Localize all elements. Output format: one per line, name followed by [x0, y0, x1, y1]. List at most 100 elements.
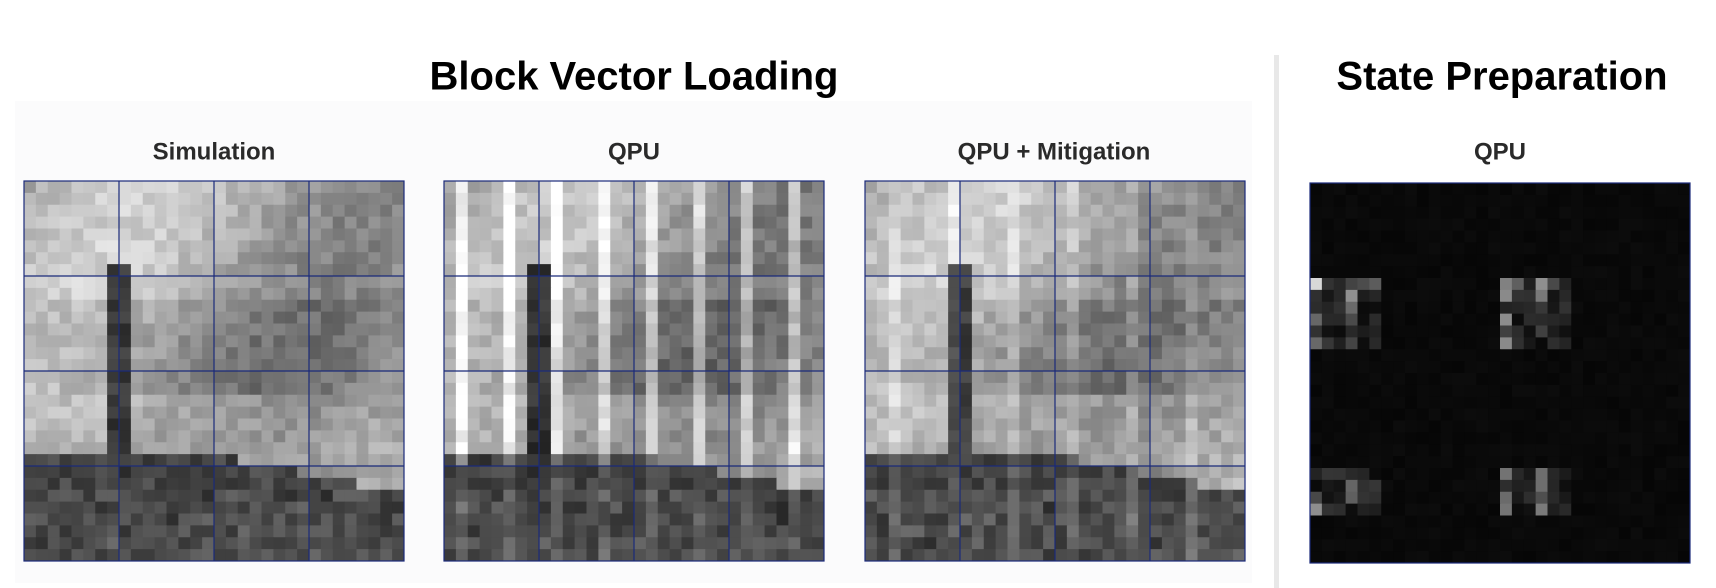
pixel	[119, 323, 132, 336]
pixel	[119, 394, 132, 408]
pixel	[1345, 194, 1358, 208]
pixel	[752, 252, 766, 265]
pixel	[95, 406, 108, 419]
pixel	[1595, 301, 1608, 315]
pixel	[166, 394, 179, 408]
pixel	[467, 252, 481, 265]
pixel	[1571, 503, 1584, 516]
pixel	[1559, 194, 1572, 208]
pixel	[562, 335, 576, 348]
pixel	[1416, 206, 1430, 220]
pixel	[1488, 254, 1501, 267]
pixel	[1197, 228, 1210, 241]
pixel	[729, 287, 742, 301]
pixel	[729, 525, 742, 538]
pixel	[971, 418, 985, 431]
pixel	[610, 537, 623, 550]
pixel	[515, 276, 528, 289]
pixel	[1321, 301, 1335, 315]
pixel	[368, 181, 381, 194]
pixel	[634, 192, 647, 206]
pixel	[444, 466, 457, 479]
pixel	[1114, 489, 1127, 503]
pixel	[657, 204, 671, 218]
pixel	[740, 525, 754, 538]
pixel	[1310, 242, 1323, 255]
pixel	[1185, 216, 1198, 229]
pixel	[368, 228, 381, 241]
pixel	[1393, 206, 1406, 220]
pixel	[900, 264, 913, 277]
pixel	[1583, 325, 1596, 338]
pixel	[1393, 373, 1406, 386]
pixel	[225, 216, 239, 229]
pixel	[657, 454, 671, 467]
pixel	[1440, 349, 1453, 362]
pixel	[392, 264, 405, 277]
pixel	[1511, 242, 1525, 255]
pixel	[1606, 278, 1620, 291]
pixel	[479, 371, 492, 384]
pixel	[1209, 382, 1222, 396]
pixel	[190, 442, 203, 455]
pixel	[1114, 477, 1127, 491]
pixel	[1428, 384, 1442, 398]
pixel	[1043, 406, 1056, 419]
pixel	[467, 549, 481, 562]
pixel	[71, 489, 84, 503]
pixel	[71, 477, 84, 491]
pixel	[1547, 301, 1560, 315]
pixel	[634, 299, 647, 313]
pixel	[740, 537, 754, 550]
pixel	[1321, 325, 1335, 338]
pixel	[527, 418, 540, 431]
pixel	[503, 299, 516, 313]
pixel	[59, 347, 72, 360]
pixel	[788, 240, 801, 253]
pixel	[479, 418, 492, 431]
pixel	[681, 228, 694, 241]
pixel	[47, 276, 61, 289]
pixel	[320, 525, 334, 538]
pixel	[297, 181, 310, 194]
pixel	[1019, 347, 1032, 360]
pixel	[1416, 515, 1430, 528]
pixel	[1416, 278, 1430, 291]
pixel	[812, 466, 825, 479]
pixel	[865, 418, 878, 431]
pixel	[1571, 349, 1584, 362]
pixel	[1357, 396, 1370, 410]
pixel	[1233, 181, 1246, 194]
pixel	[1654, 515, 1667, 528]
pixel	[1666, 384, 1679, 398]
pixel	[503, 466, 516, 479]
pixel	[1209, 466, 1222, 479]
pixel	[35, 335, 49, 348]
pixel	[344, 430, 357, 443]
pixel	[202, 204, 215, 218]
pixel	[634, 228, 647, 241]
pixel	[729, 252, 742, 265]
pixel	[1221, 299, 1234, 313]
pixel	[1126, 252, 1139, 265]
pixel	[1369, 384, 1382, 398]
pixel	[539, 204, 552, 218]
pixel	[812, 525, 825, 538]
pixel	[249, 252, 262, 265]
pixel	[332, 240, 346, 253]
pixel	[610, 347, 623, 360]
pixel	[550, 192, 564, 206]
pixel	[261, 371, 274, 384]
pixel	[309, 287, 322, 301]
pixel	[776, 264, 789, 277]
pixel	[467, 442, 481, 455]
pixel	[1138, 181, 1151, 194]
pixel	[634, 264, 647, 277]
pixel	[1150, 406, 1163, 419]
pixel	[1055, 264, 1068, 277]
pixel	[586, 181, 599, 194]
pixel	[1114, 371, 1127, 384]
pixel	[225, 359, 239, 372]
pixel	[214, 489, 227, 503]
pixel	[392, 347, 405, 360]
